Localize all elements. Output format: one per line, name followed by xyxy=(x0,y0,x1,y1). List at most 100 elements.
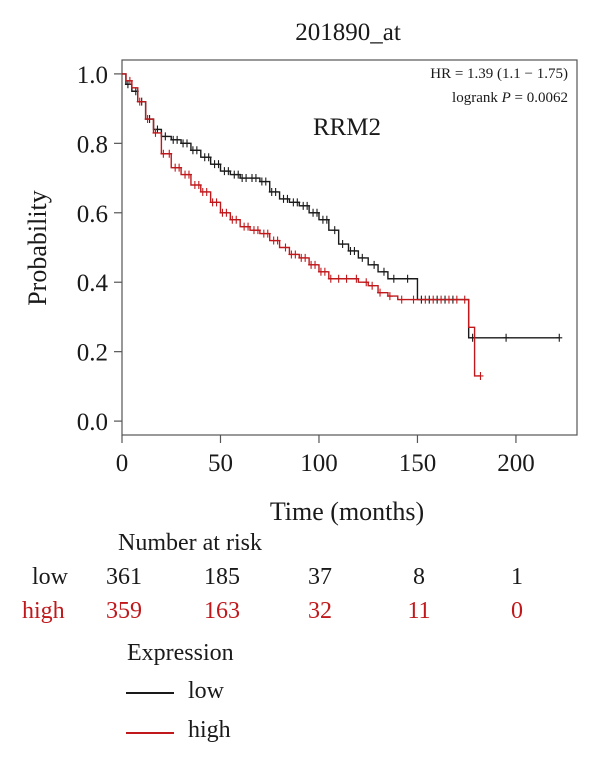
censor-mark-high xyxy=(203,187,210,196)
censor-mark-low xyxy=(390,274,397,283)
censor-mark-high xyxy=(245,222,252,231)
censor-mark-high xyxy=(144,115,151,124)
risk-row-low: low 361 185 37 8 1 xyxy=(0,564,600,594)
censor-mark-low xyxy=(184,139,190,148)
censor-mark-low xyxy=(262,177,269,186)
y-tick-label: 0.2 xyxy=(77,340,108,367)
risk-table-title: Number at risk xyxy=(118,530,262,556)
x-axis-label: Time (months) xyxy=(270,497,424,526)
censor-mark-high xyxy=(166,149,173,158)
y-tick-label: 0.4 xyxy=(77,270,109,297)
censor-mark-low xyxy=(359,253,366,262)
censor-mark-low xyxy=(215,160,222,169)
plot-frame xyxy=(121,59,578,436)
y-tick-label: 0.0 xyxy=(77,409,108,436)
censor-mark-low xyxy=(284,194,291,203)
legend-title: Expression xyxy=(127,640,234,666)
censor-mark-low xyxy=(252,174,259,183)
censor-mark-high xyxy=(136,97,143,106)
censor-mark-high xyxy=(422,295,429,304)
risk-row-label: high xyxy=(22,598,65,624)
hr-text: HR = 1.39 (1.1 − 1.75) xyxy=(430,66,568,82)
logrank-p-value: = 0.0062 xyxy=(511,90,568,106)
legend-swatch-low xyxy=(126,692,174,694)
censor-mark-high xyxy=(152,128,159,137)
censor-mark-low xyxy=(174,135,181,144)
annotation-gene: RRM2 xyxy=(313,114,381,141)
censor-mark-high xyxy=(195,181,202,189)
censor-mark-high xyxy=(223,208,230,217)
censor-mark-low xyxy=(193,146,200,155)
censor-mark-high xyxy=(369,281,376,290)
legend-label-high: high xyxy=(188,717,231,743)
risk-cell: 8 xyxy=(413,564,425,590)
censor-mark-low xyxy=(351,246,358,255)
censor-mark-low xyxy=(243,174,250,183)
censor-mark-high xyxy=(160,149,167,158)
y-axis-label: Probability xyxy=(23,190,52,306)
censor-mark-high xyxy=(335,274,342,283)
censor-mark-high xyxy=(213,198,220,207)
legend-swatch-high xyxy=(126,732,174,734)
censor-mark-high xyxy=(363,278,370,287)
risk-row-high: high 359 163 32 11 0 xyxy=(0,598,600,628)
logrank-p-symbol: P xyxy=(501,90,511,106)
risk-cell: 0 xyxy=(511,598,523,624)
censor-mark-low xyxy=(380,267,387,276)
censor-mark-low xyxy=(339,240,346,249)
risk-cell: 37 xyxy=(308,564,332,590)
censor-mark-high xyxy=(386,292,393,301)
censor-mark-low xyxy=(272,187,279,196)
censor-mark-high xyxy=(254,226,261,235)
censor-mark-high xyxy=(327,274,334,283)
censor-mark-high xyxy=(453,295,460,304)
censor-mark-low xyxy=(225,167,232,176)
censor-mark-high xyxy=(377,288,384,297)
chart-title: 201890_at xyxy=(295,19,401,46)
censor-mark-high xyxy=(185,170,192,179)
censor-mark-high xyxy=(264,229,271,238)
x-tick-label: 100 xyxy=(300,450,338,477)
censor-mark-high xyxy=(321,267,328,276)
censor-mark-high xyxy=(438,295,445,304)
x-tick-label: 50 xyxy=(208,450,233,477)
censor-mark-low xyxy=(294,198,301,207)
y-tick-label: 0.8 xyxy=(77,131,108,158)
censor-mark-low xyxy=(314,208,320,217)
y-tick-label: 1.0 xyxy=(77,62,108,89)
risk-cell: 11 xyxy=(407,598,431,624)
censor-mark-high xyxy=(233,215,240,224)
legend-label-low: low xyxy=(188,678,224,704)
censor-mark-low xyxy=(304,201,311,210)
risk-cell: 163 xyxy=(204,598,240,624)
censor-mark-low xyxy=(162,132,169,141)
risk-cell: 359 xyxy=(106,598,142,624)
censor-mark-low xyxy=(235,170,242,179)
risk-row-label: low xyxy=(32,564,68,590)
censor-mark-low xyxy=(371,260,378,269)
censor-mark-low xyxy=(556,333,563,342)
censor-mark-low xyxy=(323,215,330,224)
x-tick-label: 0 xyxy=(116,450,129,477)
risk-cell: 32 xyxy=(308,598,332,624)
series-layer xyxy=(122,73,563,380)
censor-mark-high xyxy=(477,371,484,380)
x-tick-label: 150 xyxy=(399,450,437,477)
censor-mark-low xyxy=(503,333,510,342)
censor-mark-high xyxy=(126,76,133,85)
censor-mark-high xyxy=(292,250,299,259)
axis-ticks: 0 50 100 150 200 0.0 0.2 0.4 0.6 0.8 1.0 xyxy=(77,62,535,477)
censor-mark-high xyxy=(274,236,281,245)
censor-mark-high xyxy=(461,295,468,304)
censor-mark-high xyxy=(445,295,452,304)
series-line-high xyxy=(122,73,481,377)
logrank-text: logrank P = 0.0062 xyxy=(452,90,568,106)
censor-mark-high xyxy=(312,260,319,269)
censor-mark-high xyxy=(176,163,183,172)
logrank-prefix: logrank xyxy=(452,90,502,106)
censor-mark-high xyxy=(282,243,289,252)
censor-mark-high xyxy=(343,274,350,283)
km-survival-chart: 201890_at 0 50 100 150 200 0.0 0.2 0.4 0.6 0.8 1.0… xyxy=(23,19,578,526)
censor-mark-high xyxy=(410,295,417,304)
censor-mark-high xyxy=(430,295,437,304)
